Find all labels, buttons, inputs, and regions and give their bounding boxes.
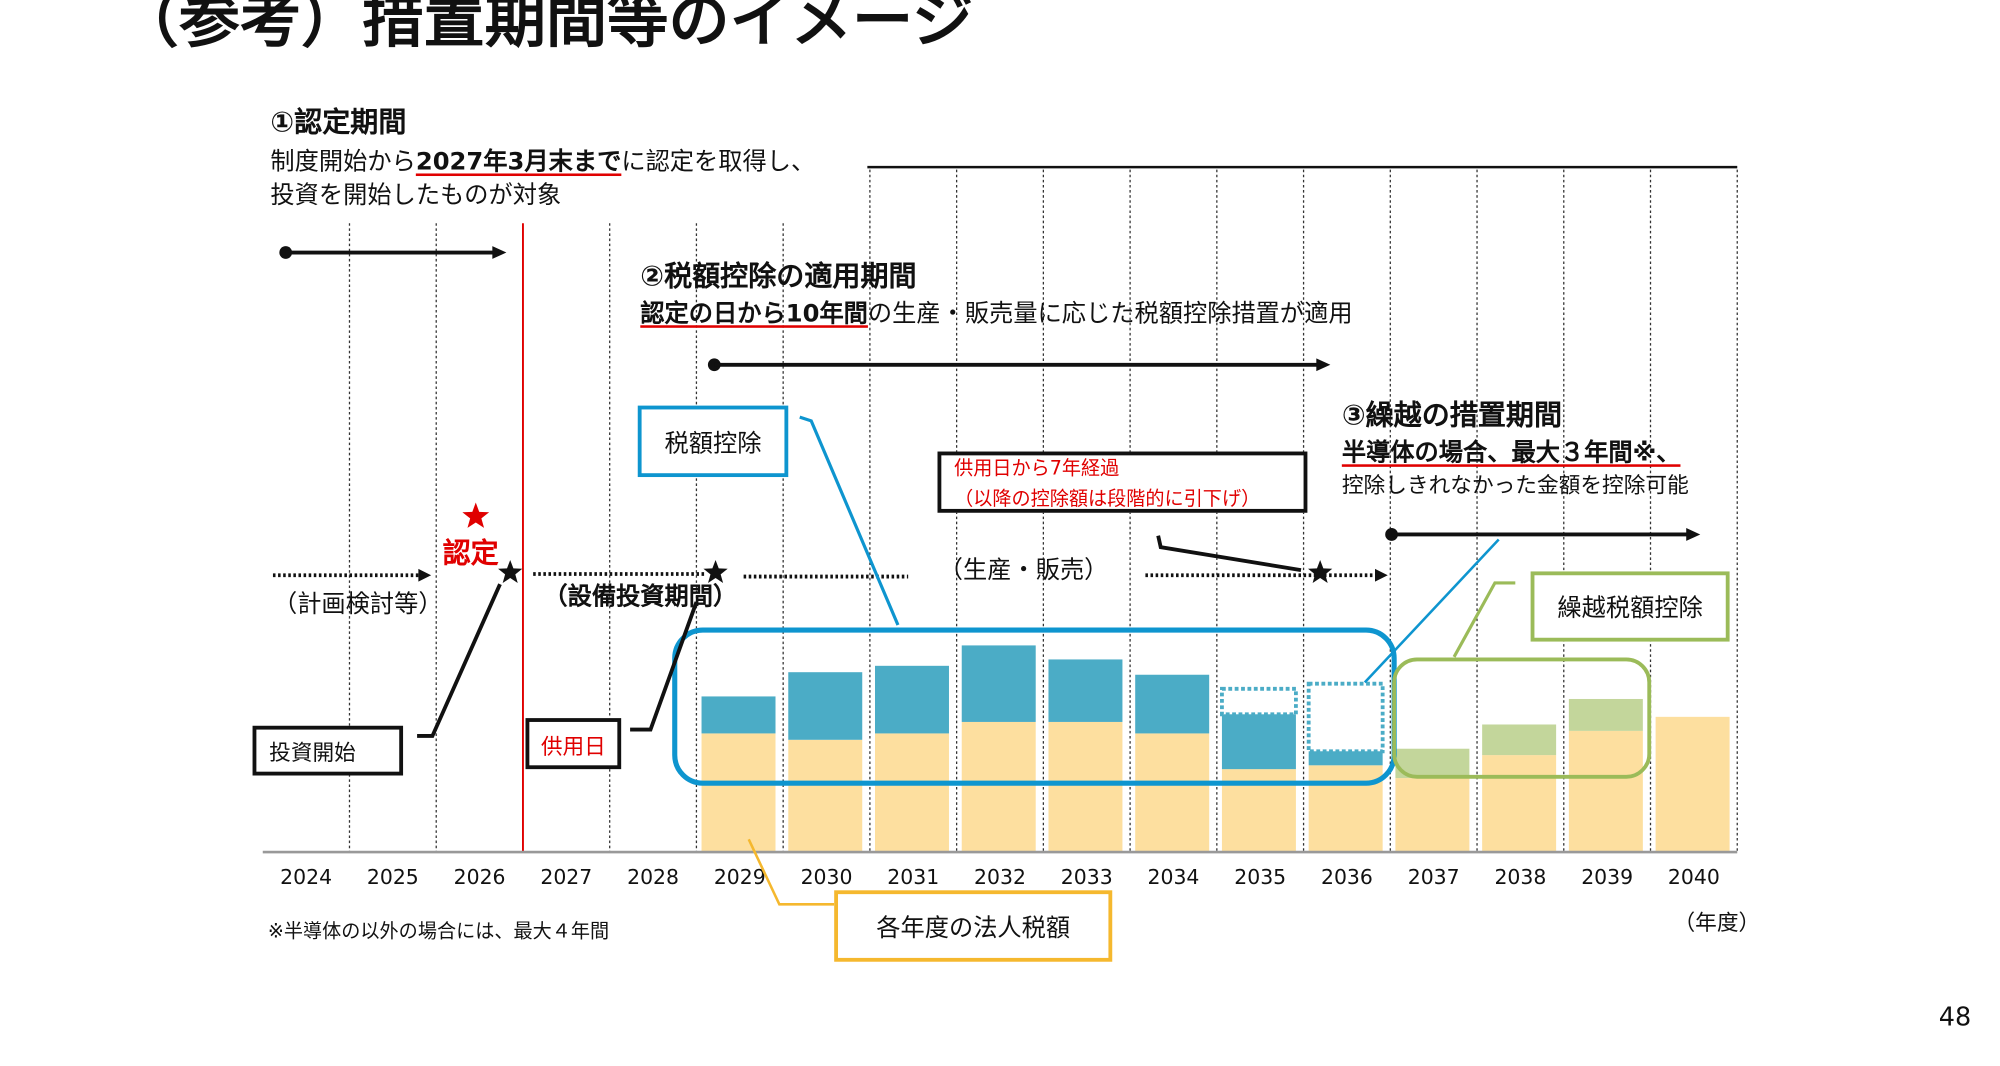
certification-date-star-icon	[498, 559, 523, 584]
year-label: 2028	[627, 865, 679, 889]
section1-line1-post: に認定を取得し、	[621, 147, 816, 177]
year-label: 2037	[1408, 865, 1460, 889]
seven-years-callout: 供用日から7年経過 （以降の控除額は段階的に引下げ）	[937, 451, 1308, 513]
section2-line-post: の生産・販売量に応じた税額控除措置が適用	[867, 299, 1353, 328]
section1-heading: ①認定期間	[270, 107, 407, 140]
corporate-tax-bar	[1048, 721, 1123, 853]
carryover-credit-bar	[1568, 698, 1643, 731]
carryover-callout-text: 繰越税額控除	[1557, 594, 1703, 623]
tax-credit-bar	[1048, 659, 1123, 722]
carryover-group-outline	[1392, 657, 1652, 779]
year-label: 2040	[1668, 865, 1720, 889]
investment-start-text: 投資開始	[269, 741, 356, 767]
corporate-tax-bar	[874, 733, 949, 853]
page-number: 48	[1938, 1001, 1972, 1032]
section1-deadline: 2027年3月末まで	[415, 147, 622, 177]
certification-label: 認定	[442, 538, 499, 571]
tax-credit-bar	[1308, 751, 1383, 766]
corporate-tax-bar	[1135, 733, 1210, 853]
year-label: 2034	[1148, 865, 1200, 889]
in-service-leader-line	[630, 601, 699, 732]
tax-credit-bar	[1135, 674, 1210, 734]
year-label: 2024	[280, 865, 332, 889]
section3-line1: 半導体の場合、最大３年間※、	[1341, 438, 1681, 467]
planning-phase-label: （計画検討等）	[272, 590, 443, 619]
section2-period: 認定の日から10年間	[640, 299, 868, 328]
corporate-tax-bar	[1308, 765, 1383, 853]
tax-credit-bar	[961, 645, 1036, 722]
section3-line2: 控除しきれなかった金額を控除可能	[1341, 473, 1689, 499]
carryover-period-arrow-arrowhead	[1686, 528, 1701, 541]
unused-credit-bar	[1220, 686, 1298, 717]
fiscal-year-unit-label: （年度）	[1673, 910, 1761, 937]
tax-credit-period-arrow-arrowhead	[1316, 358, 1331, 372]
corporate-tax-bar	[701, 733, 776, 853]
section3-heading: ③繰越の措置期間	[1341, 400, 1563, 433]
in-service-date-text: 供用日	[540, 734, 606, 760]
corporate-tax-bar	[788, 739, 863, 853]
seven-years-line2: （以降の控除額は段階的に引下げ）	[954, 486, 1261, 510]
certification-star-icon	[462, 502, 490, 528]
tax-credit-bar	[874, 665, 949, 734]
investment-start-callout: 投資開始	[252, 725, 404, 776]
year-label: 2025	[367, 865, 419, 889]
year-label: 2029	[714, 865, 766, 889]
section2-line: 認定の日から10年間の生産・販売量に応じた税額控除措置が適用	[640, 302, 1352, 326]
seven-years-line1: 供用日から7年経過	[954, 455, 1120, 479]
corporate-tax-bar	[1395, 778, 1470, 853]
tax-credit-leader-line	[799, 415, 900, 626]
carryover-leader-line	[1452, 581, 1516, 658]
tax-credit-bar	[701, 696, 776, 734]
section2-heading: ②税額控除の適用期間	[640, 261, 917, 294]
corporate-tax-bar	[961, 721, 1036, 853]
year-label: 2026	[454, 865, 506, 889]
investment-phase-label: （設備投資期間）	[543, 582, 738, 611]
section1-line1: 制度開始から2027年3月末までに認定を取得し、	[270, 147, 816, 177]
section1-line1-pre: 制度開始から	[270, 147, 416, 177]
year-label: 2030	[801, 865, 853, 889]
carryover-callout: 繰越税額控除	[1530, 571, 1730, 642]
planning-arrowhead	[418, 568, 432, 582]
corporate-tax-callout: 各年度の法人税額	[834, 890, 1113, 962]
seven-years-leader-line	[1156, 535, 1302, 573]
investment-start-leader-line	[417, 583, 502, 738]
unused-credit-bar	[1306, 681, 1385, 754]
year-label: 2027	[540, 865, 592, 889]
year-label: 2039	[1581, 865, 1633, 889]
certification-period-arrow-start-dot	[279, 246, 293, 259]
production-phase-label: （生産・販売）	[938, 556, 1109, 585]
section1-line2: 投資を開始したものが対象	[270, 181, 562, 210]
tax-credit-bar	[1221, 714, 1296, 770]
corporate-tax-bar	[1482, 755, 1557, 853]
in-service-star-icon	[703, 559, 728, 584]
year-label: 2031	[887, 865, 939, 889]
year-label: 2033	[1061, 865, 1113, 889]
in-service-date-callout: 供用日	[525, 718, 622, 770]
certification-period-arrow-arrowhead	[492, 246, 507, 259]
tax-credit-callout: 税額控除	[637, 405, 789, 478]
corporate-tax-leader-line	[747, 838, 835, 906]
seven-years-star-icon	[1308, 559, 1333, 584]
unused-credit-leader-line	[1363, 538, 1500, 684]
tax-credit-bar	[788, 672, 863, 740]
corporate-tax-bar	[1568, 730, 1643, 853]
year-label: 2032	[974, 865, 1026, 889]
year-label: 2035	[1234, 865, 1286, 889]
corporate-tax-callout-text: 各年度の法人税額	[876, 913, 1071, 942]
page-title: （参考）措置期間等のイメージ	[117, 0, 974, 57]
corporate-tax-bar	[1655, 716, 1730, 853]
year-label: 2036	[1321, 865, 1373, 889]
carryover-credit-bar	[1482, 724, 1557, 756]
production-arrowhead	[1374, 568, 1388, 582]
tax-credit-callout-text: 税額控除	[664, 429, 762, 458]
year-label: 2038	[1494, 865, 1546, 889]
footnote: ※半導体の以外の場合には、最大４年間	[267, 919, 610, 943]
